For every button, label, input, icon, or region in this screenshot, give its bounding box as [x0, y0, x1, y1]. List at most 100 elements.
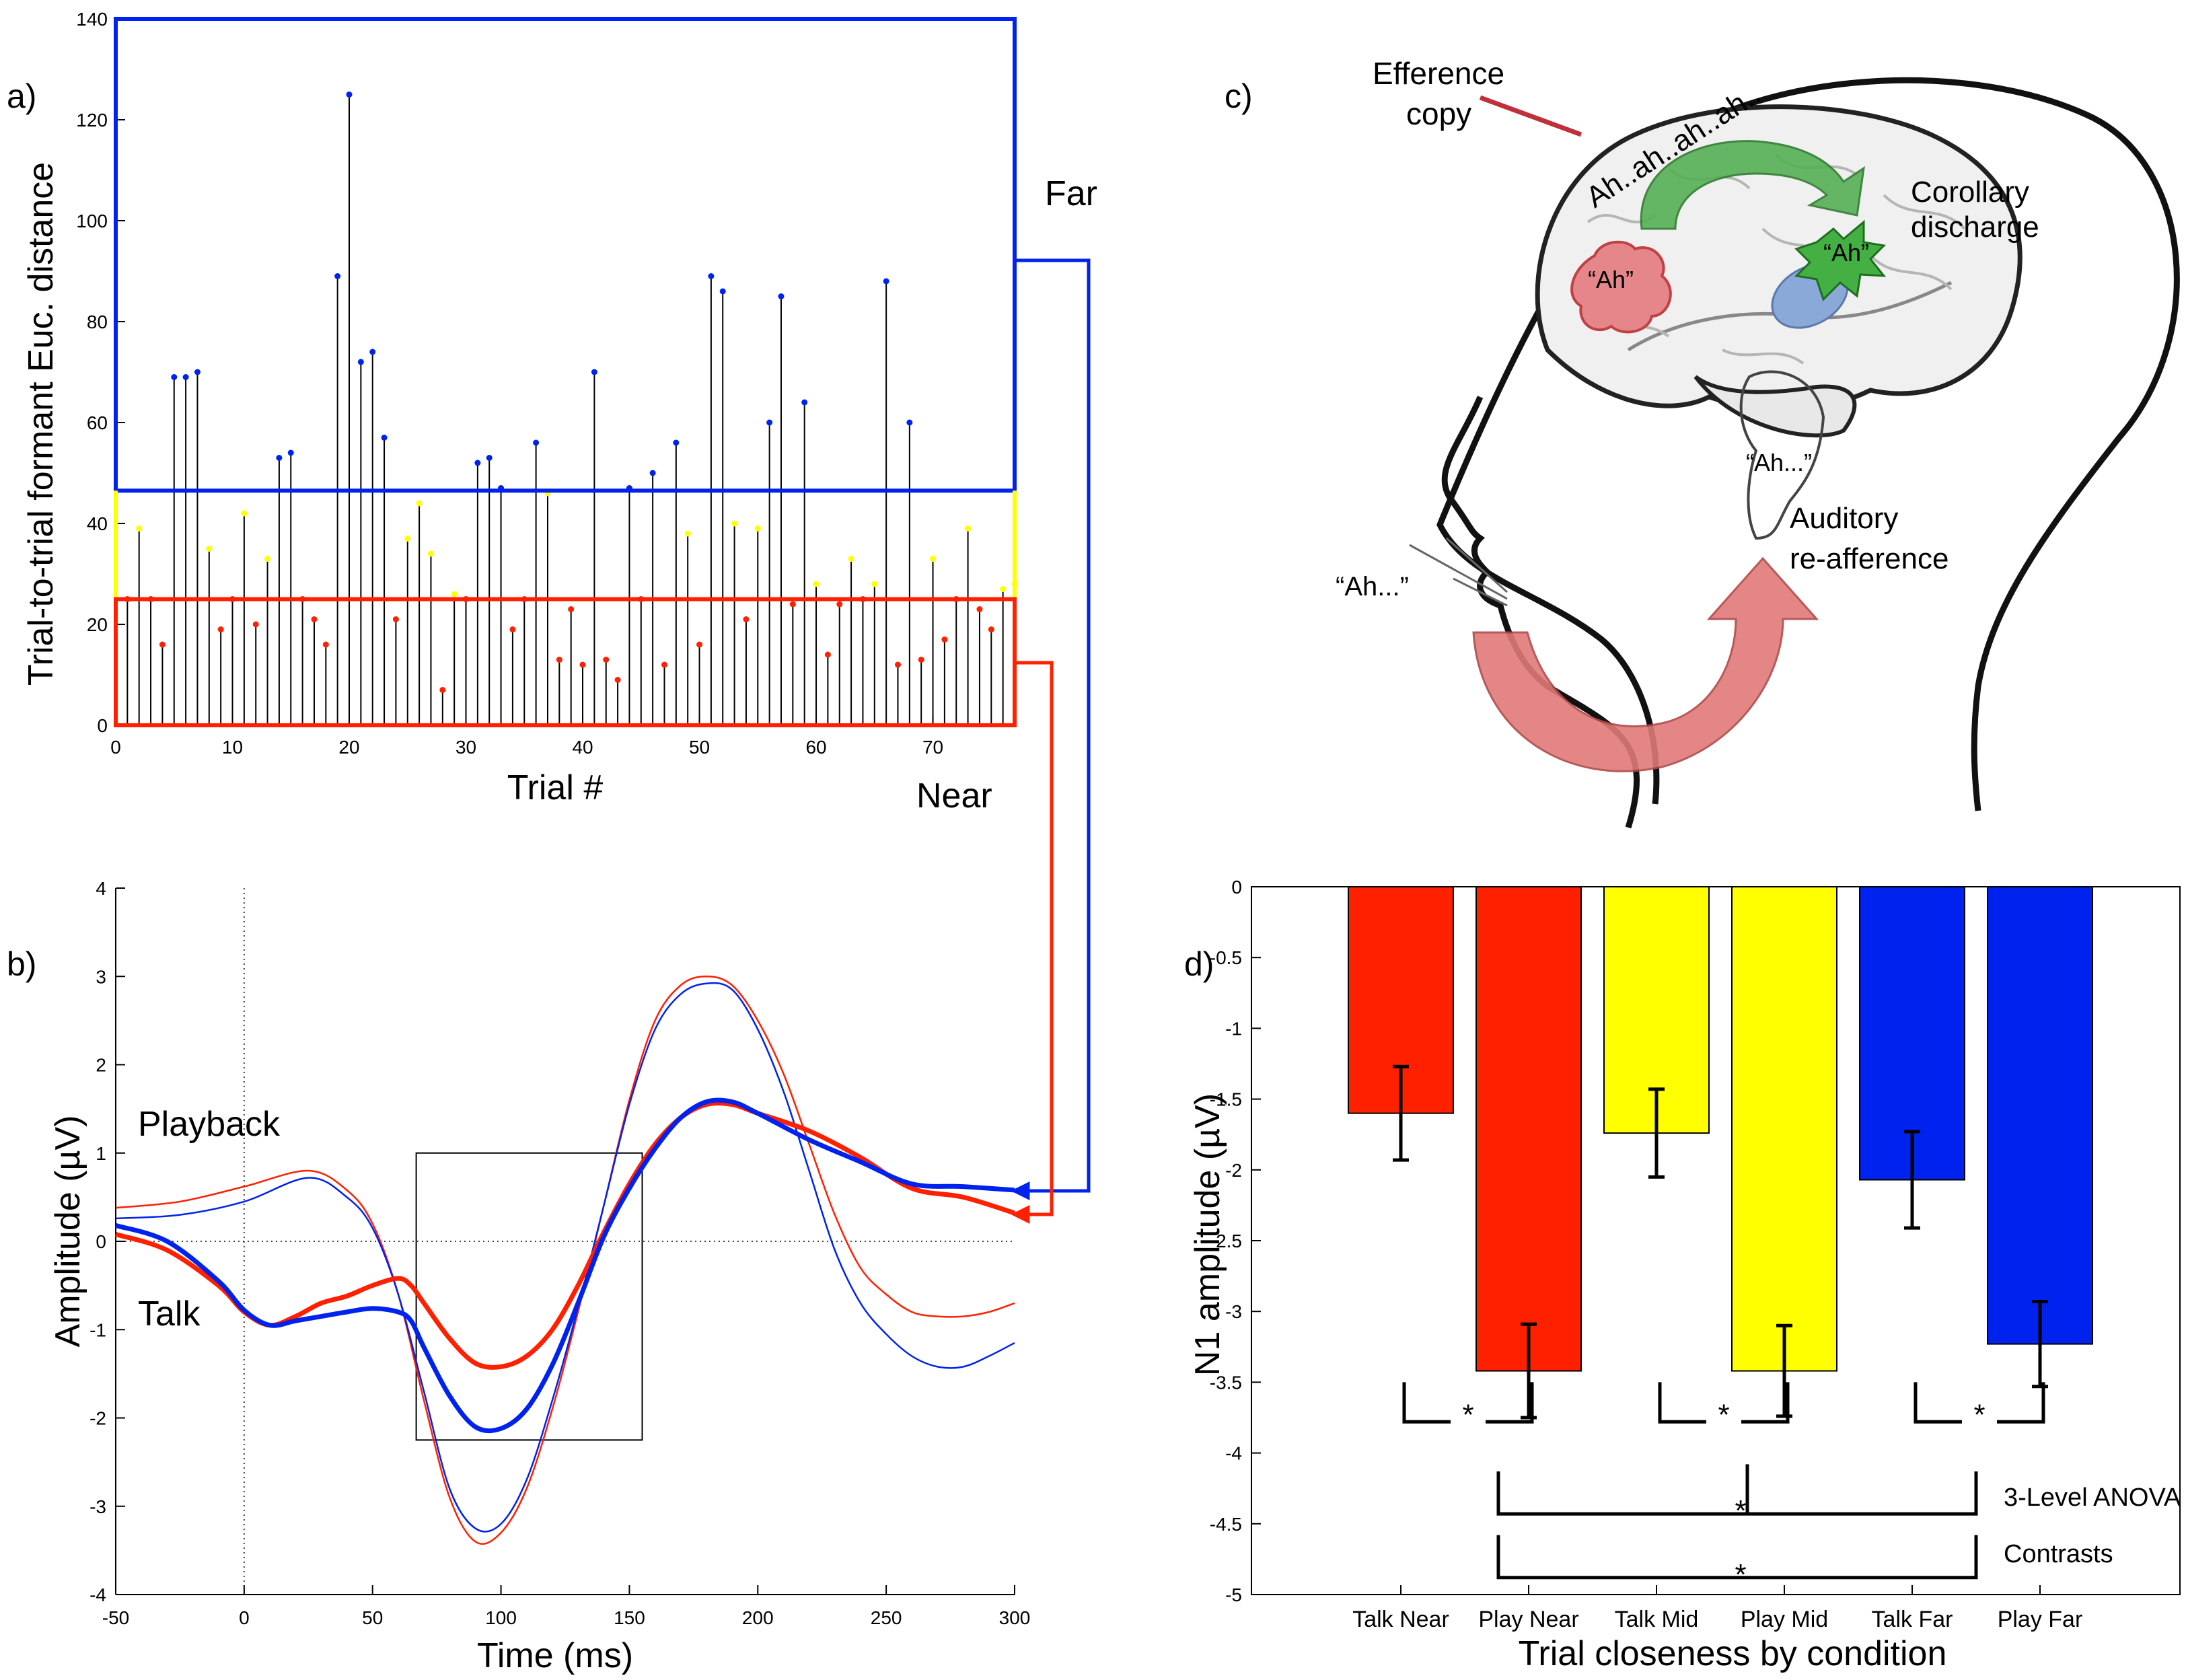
- ah-green-label: “Ah”: [1823, 239, 1869, 266]
- d-ytick-label: -5: [1225, 1584, 1242, 1605]
- d-sig-bracket-left: [1914, 1382, 1962, 1424]
- a-ytick-label: 100: [76, 211, 108, 231]
- b-line-talk-far: [114, 1097, 1015, 1434]
- a-stem-point: [182, 374, 189, 380]
- b-line-playback-far: [115, 982, 1015, 1533]
- a-stem-point: [649, 470, 656, 476]
- a-stem-point: [171, 374, 178, 380]
- a-stem-point: [661, 661, 667, 668]
- a-stem-point: [743, 616, 750, 622]
- d-bar: [1475, 886, 1582, 1372]
- near-connector-line: [1015, 661, 1054, 1216]
- d-ytick-label: -3.5: [1210, 1372, 1242, 1393]
- a-stem-point: [217, 626, 224, 632]
- sound-lines-icon: [1409, 537, 1508, 607]
- d-axes: 0 -0.5 -1 -1.5 -2 -2.5 -3 -3.5 -4 -4.5 -5 Talk Near…: [1210, 877, 2181, 1632]
- a-ylabel: Trial-to-trial formant Euc. distance: [22, 162, 61, 686]
- far-label: Far: [1045, 174, 1097, 213]
- b-xtick-label: 0: [239, 1607, 250, 1628]
- a-xtick-label: 0: [110, 737, 121, 758]
- a-stem-point: [603, 657, 610, 663]
- head-outline-icon: [1436, 77, 2180, 811]
- a-stem-point: [883, 278, 889, 285]
- a-xtick-label: 20: [338, 737, 359, 758]
- a-stem-point: [252, 621, 259, 628]
- a-stem-point: [894, 661, 901, 668]
- a-stem-point: [136, 525, 143, 532]
- d-sig-bracket-right: [1486, 1382, 1534, 1424]
- b-ylabel: Amplitude (µV): [48, 1116, 87, 1348]
- a-ytick-label: 60: [87, 412, 108, 433]
- ah-red-label: “Ah”: [1588, 266, 1634, 293]
- d-bar: [1731, 886, 1837, 1372]
- ah-temporal-label: “Ah...”: [1746, 449, 1812, 476]
- a-stem-point: [241, 510, 248, 517]
- d-sig-star: *: [1462, 1398, 1473, 1431]
- b-analysis-window: [415, 1152, 643, 1441]
- a-stem-point: [404, 536, 411, 542]
- a-stem-point: [941, 636, 948, 643]
- d-anova-bracket: [1496, 1471, 1978, 1516]
- a-ytick-label: 140: [76, 9, 108, 30]
- a-stem-point: [334, 273, 341, 279]
- d-sig-bracket-right: [1741, 1382, 1790, 1424]
- d-anova-star: *: [1735, 1494, 1746, 1527]
- a-stem-point: [392, 616, 399, 622]
- d-contrasts-star: *: [1735, 1558, 1746, 1591]
- a-stem-point: [568, 606, 575, 612]
- b-lines: [114, 976, 1016, 1545]
- connectors: Far Near: [916, 174, 1097, 1225]
- b-xtick-label: -50: [102, 1607, 129, 1628]
- d-sig-star: *: [1718, 1398, 1729, 1431]
- a-xtick-label: 40: [572, 737, 593, 758]
- a-far-box: [114, 17, 1017, 493]
- a-stem-point: [276, 455, 283, 461]
- a-stem-point: [206, 546, 213, 552]
- red-blob-icon: [1570, 240, 1672, 334]
- a-stems: [124, 92, 1018, 725]
- playback-label: Playback: [138, 1105, 281, 1144]
- a-stem-point: [311, 616, 318, 622]
- a-stem-point: [451, 591, 458, 597]
- a-xtick-label: 30: [456, 737, 476, 758]
- talk-label: Talk: [138, 1294, 201, 1334]
- a-stem-point: [731, 520, 738, 527]
- d-ytick-label: -2: [1225, 1160, 1242, 1181]
- panel-label-d: d): [1184, 945, 1214, 983]
- d-ytick-label: -1.5: [1210, 1089, 1242, 1110]
- a-xtick-label: 50: [689, 737, 710, 758]
- a-stem-point: [474, 460, 481, 466]
- d-xtick-label: Play Mid: [1741, 1607, 1828, 1632]
- b-ytick-label: -1: [89, 1319, 106, 1340]
- a-stem-point: [427, 550, 434, 557]
- a-stem-point: [801, 399, 808, 406]
- a-xtick-label: 70: [922, 737, 943, 758]
- b-ytick-label: 0: [96, 1231, 106, 1252]
- temporal-region-outline: [1739, 370, 1825, 540]
- a-stem-point: [719, 288, 726, 295]
- b-ytick-label: 1: [96, 1143, 106, 1164]
- b-ytick-label: 2: [96, 1055, 106, 1076]
- face-profile-icon: [1441, 396, 1640, 829]
- contrasts-label: Contrasts: [2004, 1540, 2113, 1568]
- a-stem-point: [684, 530, 691, 537]
- d-ytick-label: -3: [1225, 1301, 1242, 1322]
- a-stem-point: [369, 349, 376, 355]
- d-ytick-label: -0.5: [1210, 947, 1242, 968]
- a-stem-point: [848, 556, 854, 562]
- far-connector-line: [1015, 258, 1091, 1193]
- a-ytick-label: 80: [87, 312, 108, 332]
- a-ytick-label: 120: [76, 110, 108, 131]
- near-label: Near: [916, 776, 992, 815]
- reafference-label: re-afference: [1790, 542, 1948, 575]
- b-axes: -50 0 50 100 150 200 250 300 -4 -3 -2 -1 0 1 2 3 4: [89, 878, 1030, 1628]
- a-stem-point: [486, 455, 493, 461]
- a-stem-point: [322, 641, 329, 648]
- copy-label: copy: [1406, 96, 1471, 131]
- d-sig-star: *: [1973, 1398, 1985, 1431]
- a-threshold-boxes: [114, 17, 1017, 727]
- a-stem-point: [416, 500, 423, 507]
- panel-label-b: b): [7, 945, 36, 983]
- a-stem-point: [357, 359, 364, 365]
- corollary-label: Corollary: [1911, 176, 2029, 209]
